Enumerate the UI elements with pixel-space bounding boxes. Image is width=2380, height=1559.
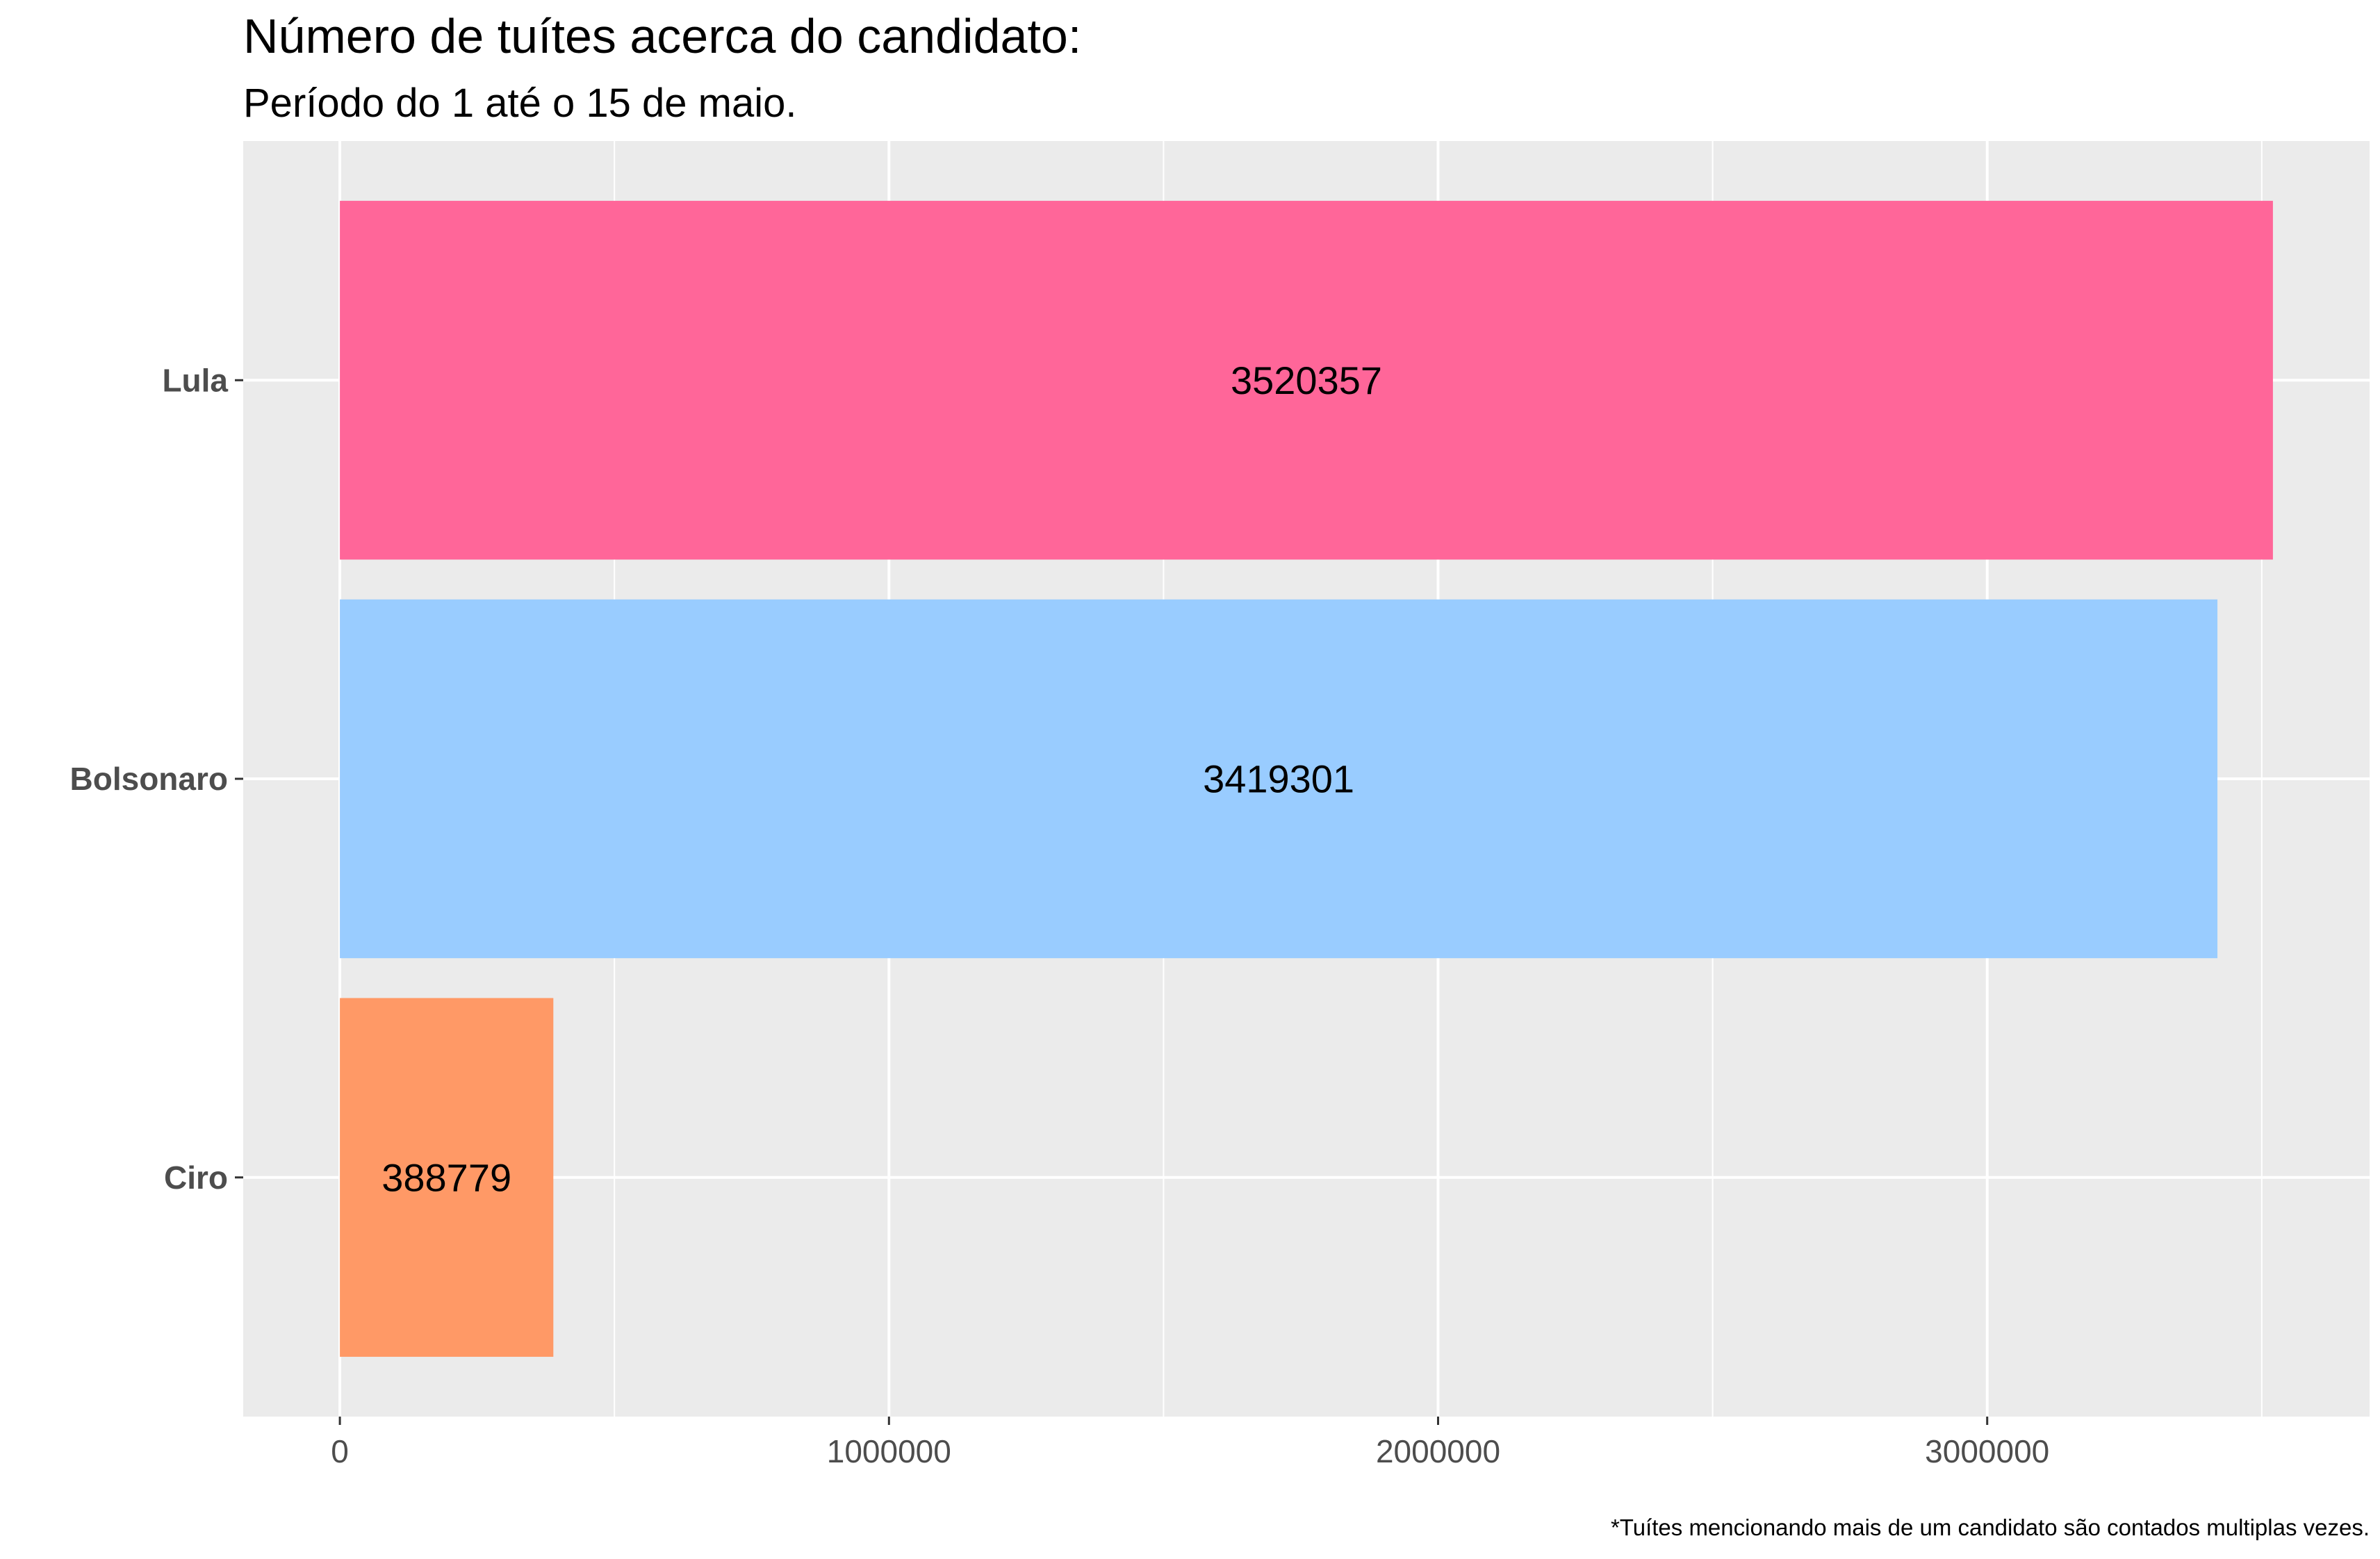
y-tick-label-lula: Lula: [162, 362, 228, 398]
x-tick-label: 3000000: [1925, 1433, 2049, 1469]
y-tick-label-bolsonaro: Bolsonaro: [70, 761, 228, 797]
chart-title: Número de tuítes acerca do candidato:: [243, 9, 1081, 63]
data-label-bolsonaro: 3419301: [1203, 757, 1354, 801]
bars: [340, 201, 2273, 1357]
x-tick-label: 1000000: [827, 1433, 951, 1469]
bar-bolsonaro: [340, 599, 2218, 959]
data-label-lula: 3520357: [1231, 358, 1382, 402]
bar-ciro: [340, 998, 554, 1357]
data-labels: 3520357 3419301 388779: [381, 358, 1382, 1200]
y-tick-label-ciro: Ciro: [164, 1160, 228, 1196]
chart-caption: *Tuítes mencionando mais de um candidato…: [1611, 1515, 2370, 1540]
y-axis: Lula Bolsonaro Ciro: [70, 362, 243, 1196]
x-tick-label: 2000000: [1376, 1433, 1500, 1469]
data-label-ciro: 388779: [381, 1155, 511, 1199]
x-tick-label: 0: [331, 1433, 349, 1469]
chart-subtitle: Período do 1 até o 15 de maio.: [243, 81, 796, 126]
x-axis: 0 1000000 2000000 3000000: [331, 1417, 2049, 1469]
bar-lula: [340, 201, 2273, 560]
